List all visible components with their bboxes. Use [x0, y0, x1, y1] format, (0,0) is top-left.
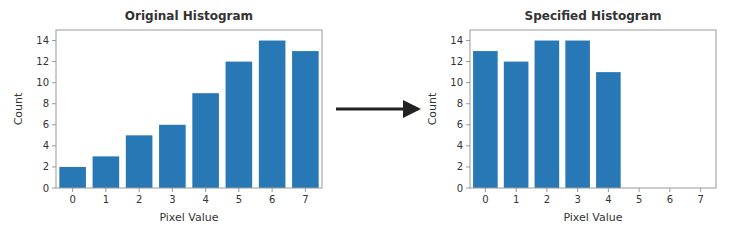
y-axis-label: Count: [426, 92, 439, 125]
y-tick-label: 14: [450, 35, 463, 46]
bar: [93, 156, 120, 188]
x-tick: [608, 188, 609, 192]
y-tick: [466, 61, 470, 62]
x-tick: [577, 188, 578, 192]
bars: [59, 41, 318, 188]
x-tick: [105, 188, 106, 192]
subplot: 0123456702468101214Specified HistogramPi…: [426, 9, 716, 224]
y-tick-label: 6: [43, 119, 49, 130]
x-tick: [639, 188, 640, 192]
x-tick-label: 5: [636, 194, 642, 205]
x-axis-label: Pixel Value: [563, 211, 622, 224]
title: Original Histogram: [125, 9, 253, 23]
y-tick: [52, 40, 56, 41]
y-tick: [52, 82, 56, 83]
x-tick: [139, 188, 140, 192]
y-tick: [466, 188, 470, 189]
y-tick: [466, 166, 470, 167]
x-tick-label: 1: [513, 194, 519, 205]
y-tick-label: 6: [457, 119, 463, 130]
y-tick-label: 4: [43, 140, 49, 151]
arrow: [336, 108, 418, 111]
y-tick-label: 0: [43, 183, 49, 194]
y-tick-label: 2: [457, 161, 463, 172]
y-tick: [466, 145, 470, 146]
x-axis-label: Pixel Value: [159, 211, 218, 224]
y-axis-label: Count: [12, 92, 25, 125]
bar: [504, 62, 529, 188]
x-tick: [238, 188, 239, 192]
y-tick: [52, 124, 56, 125]
bar: [259, 41, 286, 188]
x-tick: [669, 188, 670, 192]
y-tick-label: 8: [43, 98, 49, 109]
y-tick-label: 2: [43, 161, 49, 172]
bar: [535, 41, 560, 188]
x-tick-label: 7: [697, 194, 703, 205]
x-tick-label: 6: [667, 194, 673, 205]
x-tick-label: 1: [103, 194, 109, 205]
x-tick-label: 3: [574, 194, 580, 205]
x-tick: [172, 188, 173, 192]
y-tick: [466, 82, 470, 83]
x-tick-label: 6: [269, 194, 275, 205]
x-tick: [485, 188, 486, 192]
x-tick: [205, 188, 206, 192]
bar: [596, 72, 621, 188]
y-tick-label: 8: [457, 98, 463, 109]
bar: [565, 41, 590, 188]
x-tick: [305, 188, 306, 192]
y-tick-label: 12: [36, 56, 49, 67]
y-tick-label: 10: [36, 77, 49, 88]
x-tick-label: 3: [169, 194, 175, 205]
bar: [473, 51, 498, 188]
bar: [292, 51, 319, 188]
bar: [226, 62, 253, 188]
plot-frame: [470, 30, 716, 188]
x-tick-label: 0: [69, 194, 75, 205]
x-tick-label: 2: [136, 194, 142, 205]
x-tick: [516, 188, 517, 192]
y-tick: [466, 103, 470, 104]
y-tick-label: 10: [450, 77, 463, 88]
bar: [192, 93, 219, 188]
bars: [473, 41, 621, 188]
y-tick-label: 14: [36, 35, 49, 46]
y-tick-label: 0: [457, 183, 463, 194]
figure: 0123456702468101214Original HistogramPix…: [0, 0, 730, 241]
y-tick: [52, 188, 56, 189]
title: Specified Histogram: [525, 9, 662, 23]
x-tick-label: 0: [482, 194, 488, 205]
y-tick: [466, 40, 470, 41]
x-tick-label: 4: [202, 194, 208, 205]
y-tick-label: 4: [457, 140, 463, 151]
bar: [126, 135, 153, 188]
x-tick-label: 4: [605, 194, 611, 205]
x-tick: [72, 188, 73, 192]
x-tick-label: 5: [236, 194, 242, 205]
y-tick: [52, 145, 56, 146]
x-tick-label: 7: [302, 194, 308, 205]
x-tick-label: 2: [544, 194, 550, 205]
bar: [159, 125, 186, 188]
subplot: 0123456702468101214Original HistogramPix…: [12, 9, 322, 224]
y-tick-label: 12: [450, 56, 463, 67]
x-tick: [272, 188, 273, 192]
y-tick: [52, 166, 56, 167]
y-tick: [52, 103, 56, 104]
y-tick: [466, 124, 470, 125]
plot-frame: [56, 30, 322, 188]
y-tick: [52, 61, 56, 62]
x-tick: [700, 188, 701, 192]
x-tick: [546, 188, 547, 192]
bar: [59, 167, 86, 188]
